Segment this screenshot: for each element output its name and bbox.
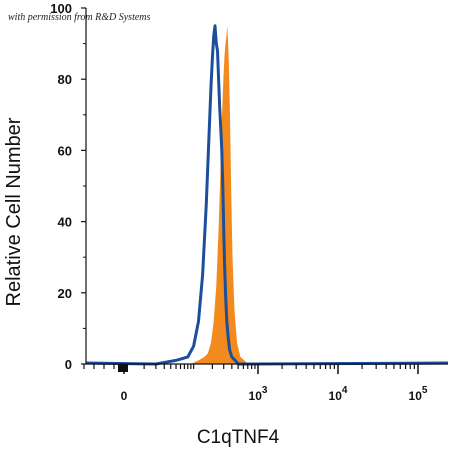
y-tick-label: 60 bbox=[58, 143, 72, 158]
x-axis-ticks: 0 103 104 105 bbox=[83, 364, 428, 403]
y-tick-label: 0 bbox=[65, 357, 72, 372]
x-tick-label: 103 bbox=[249, 385, 268, 403]
series-outline-histogram bbox=[85, 24, 449, 366]
y-tick-label: 80 bbox=[58, 72, 72, 87]
x-tick-label: 104 bbox=[329, 385, 348, 403]
plot-area bbox=[85, 8, 449, 366]
x-zero-tick-band bbox=[118, 364, 128, 372]
y-tick-label: 20 bbox=[58, 286, 72, 301]
x-axis-label: C1qTNF4 bbox=[197, 427, 280, 448]
y-axis-label: Relative Cell Number bbox=[3, 117, 25, 306]
y-tick-label: 100 bbox=[50, 1, 72, 16]
y-tick-label: 40 bbox=[58, 215, 72, 230]
x-tick-label: 105 bbox=[409, 385, 428, 403]
y-axis-ticks: 0 20 40 60 80 100 bbox=[50, 1, 86, 372]
series-filled-histogram bbox=[180, 25, 252, 365]
watermark-text: with permission from R&D Systems bbox=[8, 12, 151, 23]
x-tick-label: 0 bbox=[121, 389, 128, 403]
